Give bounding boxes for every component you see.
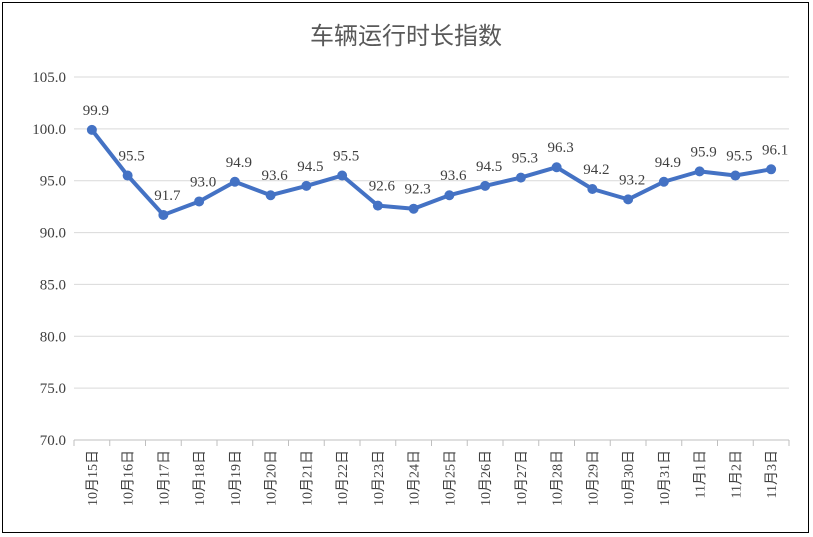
data-point bbox=[515, 172, 526, 183]
data-label: 94.5 bbox=[297, 159, 323, 175]
data-points bbox=[86, 124, 777, 220]
x-tick-label: 10月21日 bbox=[299, 450, 315, 506]
x-tick-label: 11月2日 bbox=[728, 450, 744, 498]
x-tick-label: 10月28日 bbox=[550, 450, 566, 506]
chart-title: 车辆运行时长指数 bbox=[310, 22, 502, 50]
y-tick-label: 105.0 bbox=[32, 70, 66, 86]
data-point bbox=[158, 209, 169, 220]
data-point bbox=[766, 164, 777, 175]
data-label: 91.7 bbox=[154, 188, 181, 204]
data-point bbox=[194, 196, 205, 207]
data-point bbox=[444, 190, 455, 201]
x-tick-label: 10月20日 bbox=[264, 450, 280, 506]
series-line bbox=[89, 127, 774, 217]
y-tick-label: 95.0 bbox=[40, 174, 66, 190]
data-label: 95.3 bbox=[512, 151, 538, 167]
x-tick-label: 10月24日 bbox=[407, 450, 423, 506]
data-label: 95.5 bbox=[726, 149, 752, 165]
data-point bbox=[587, 184, 598, 195]
data-label: 96.3 bbox=[548, 140, 574, 156]
x-tick-label: 11月3日 bbox=[764, 450, 780, 498]
x-tick-label: 11月1日 bbox=[693, 450, 709, 498]
data-point bbox=[372, 200, 383, 211]
data-label: 95.5 bbox=[333, 149, 359, 165]
x-axis-ticks: 10月15日 10月16日 10月17日 10月18日 10月19日 10月20日 10月2… bbox=[85, 450, 780, 506]
data-label: 93.6 bbox=[262, 168, 289, 184]
x-tick-label: 10月27日 bbox=[514, 450, 530, 506]
y-tick-label: 100.0 bbox=[32, 122, 66, 138]
y-tick-label: 75.0 bbox=[40, 381, 66, 397]
data-point bbox=[265, 190, 276, 201]
y-tick-label: 85.0 bbox=[40, 277, 66, 293]
data-label: 95.9 bbox=[691, 144, 717, 160]
x-tick-label: 10月30日 bbox=[621, 450, 637, 506]
data-label: 92.3 bbox=[405, 182, 431, 198]
data-point bbox=[122, 170, 133, 181]
data-point bbox=[730, 170, 741, 181]
data-label: 94.9 bbox=[226, 155, 252, 171]
data-point bbox=[694, 166, 705, 177]
y-tick-label: 80.0 bbox=[40, 329, 66, 345]
data-point bbox=[229, 176, 240, 187]
data-label: 95.5 bbox=[119, 149, 145, 165]
data-label: 93.6 bbox=[440, 168, 467, 184]
data-point bbox=[480, 180, 491, 191]
y-axis-ticks: 70.0 75.0 80.0 85.0 90.0 95.0 100.0 105.0 bbox=[32, 70, 66, 449]
series-line-layer bbox=[89, 127, 774, 217]
data-label: 99.9 bbox=[83, 103, 109, 119]
x-tick-label: 10月26日 bbox=[478, 450, 494, 506]
gridlines bbox=[73, 76, 790, 446]
x-tick-label: 10月18日 bbox=[192, 450, 208, 506]
x-tick-label: 10月31日 bbox=[657, 450, 673, 506]
x-tick-label: 10月15日 bbox=[85, 450, 101, 506]
data-point bbox=[301, 180, 312, 191]
data-label: 94.2 bbox=[583, 162, 609, 178]
x-tick-label: 10月22日 bbox=[335, 450, 351, 506]
data-point bbox=[551, 162, 562, 173]
data-point bbox=[408, 203, 419, 214]
x-tick-label: 10月17日 bbox=[156, 450, 172, 506]
x-tick-label: 10月23日 bbox=[371, 450, 387, 506]
data-label: 94.9 bbox=[655, 155, 681, 171]
data-point bbox=[86, 124, 97, 135]
y-tick-label: 70.0 bbox=[40, 433, 66, 449]
data-label: 96.1 bbox=[762, 142, 788, 158]
data-label: 92.6 bbox=[369, 179, 396, 195]
x-tick-label: 10月25日 bbox=[442, 450, 458, 506]
x-tick-label: 10月16日 bbox=[121, 450, 137, 506]
data-point bbox=[623, 194, 634, 205]
x-tick-label: 10月19日 bbox=[228, 450, 244, 506]
y-tick-label: 90.0 bbox=[40, 226, 66, 242]
data-labels: 99.9 95.5 91.7 93.0 94.9 93.6 94.5 95.5 92.6 92.3… bbox=[83, 103, 789, 204]
x-tick-label: 10月29日 bbox=[585, 450, 601, 506]
data-label: 94.5 bbox=[476, 159, 502, 175]
data-label: 93.2 bbox=[619, 172, 645, 188]
data-label: 93.0 bbox=[190, 174, 216, 190]
data-point bbox=[337, 170, 348, 181]
data-point bbox=[658, 176, 669, 187]
